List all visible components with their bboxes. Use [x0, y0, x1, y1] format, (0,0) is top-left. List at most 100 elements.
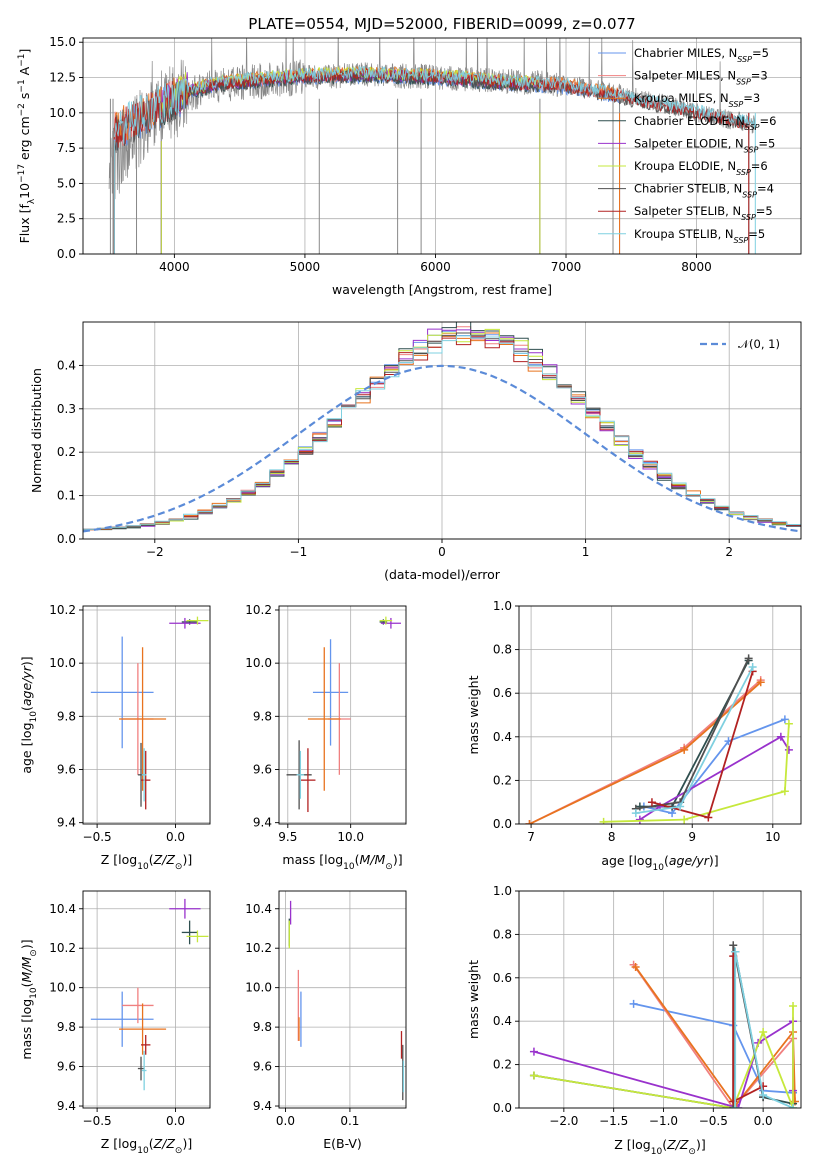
tick-label-y: 1.0 [493, 884, 512, 898]
legend-label-sub: SSP [736, 168, 751, 177]
tick-label-y: 0.6 [493, 686, 512, 700]
legend-label-sub: SSP [745, 122, 760, 131]
tick-label-x: −0.5 [699, 1114, 728, 1128]
tick-label-x: 6000 [420, 260, 451, 274]
hist-kroupa-stelib [83, 335, 801, 530]
legend-label-suffix: =4 [757, 182, 774, 196]
label-part: mass weight [466, 675, 481, 754]
y-axis-label: Normed distribution [29, 368, 44, 493]
panel-age_vs_mass: 9.5 10.0 9.4 9.6 9.8 10.0 10.2 mass [log10(M/M⊙… [245, 603, 407, 872]
point-marker-kroupa-stelib [748, 663, 757, 672]
label-part: ( [664, 853, 669, 868]
label-part: ( [19, 706, 34, 711]
label-part: ( [662, 1137, 667, 1152]
label-part: ( [355, 852, 360, 867]
tick-label-x: 2 [725, 545, 733, 559]
label-part: −17 [17, 164, 27, 183]
axes-frame [518, 605, 802, 825]
tick-label-y: 0.8 [493, 643, 512, 657]
y-axis-label: mass weight [466, 960, 481, 1039]
point-marker-chabrier-elodie [635, 802, 644, 811]
plot-area [525, 654, 793, 824]
label-part: Z/Z [666, 1137, 689, 1152]
label-part: Flux [f [17, 204, 32, 244]
plot-area [286, 616, 401, 813]
label-part: log [324, 852, 343, 867]
tick-label-y: 0.2 [57, 445, 76, 459]
label-part: ⊙ [175, 862, 183, 872]
tick-label-y: 0.2 [493, 773, 512, 787]
label-part: ⊙ [385, 862, 393, 872]
label-part: log [19, 722, 34, 741]
point-marker-kroupa-stelib [789, 1104, 798, 1108]
label-part: ⊙ [175, 1146, 183, 1156]
point-marker-chabrier-stelib [729, 941, 738, 950]
tick-label-y: 0.4 [493, 730, 512, 744]
point-marker-salpeter-elodie [784, 745, 793, 754]
axes-frame [82, 37, 802, 255]
tick-label-x: 9.5 [278, 830, 297, 844]
tick-label-y: 0.0 [493, 817, 512, 831]
label-part: log [632, 1137, 651, 1152]
label-part: 10 [29, 711, 39, 723]
tick-label-x: 1 [582, 545, 590, 559]
label-part: erg cm [17, 116, 32, 164]
point-marker-kroupa-stelib [676, 802, 685, 811]
plot-area [108, 38, 756, 254]
legend-label-text: Salpeter ELODIE, N [634, 136, 744, 150]
label-part: Z [ [614, 1137, 631, 1152]
point-marker-kroupa-elodie [599, 817, 608, 824]
legend-label: 𝒩(0, 1) [738, 337, 780, 351]
legend-label: Kroupa STELIB, NSSP=5 [634, 227, 765, 245]
legend-label-sub: SSP [744, 145, 759, 154]
legend-label-suffix: =5 [758, 136, 775, 150]
tick-label-y: 10.2 [49, 603, 76, 617]
tick-label-x: 8 [608, 830, 616, 844]
tick-label-x: 10.0 [337, 830, 364, 844]
label-part: 10 [17, 183, 32, 199]
point-marker-salpeter-elodie [734, 1104, 743, 1108]
series-line-chabrier-stelib [732, 945, 764, 1108]
label-part: mass weight [466, 960, 481, 1039]
y-axis-label: mass [log10(M/M⊙)] [19, 939, 39, 1059]
panel-massweight_vs_Z: −2.0 −1.5 −1.0 −0.5 0.0 0.0 0.2 0.4 0.6 0.8 1.0 Z [… [466, 884, 802, 1157]
label-part: ] [17, 49, 32, 54]
label-part: 10 [137, 1146, 149, 1156]
tick-label-y: 9.6 [253, 1060, 272, 1074]
panel-residual_hist: −2 −1 0 1 2 0.0 0.1 0.2 0.3 0.4 (data-model)/error… [29, 321, 802, 582]
tick-label-y: 9.8 [253, 1020, 272, 1034]
point-marker-kroupa-elodie [789, 1002, 798, 1011]
legend-label-text: Salpeter STELIB, N [634, 204, 741, 218]
axes-frame [518, 890, 802, 1109]
point-marker-kroupa-miles [756, 678, 765, 687]
legend-label: Chabrier MILES, NSSP=5 [634, 46, 769, 64]
tick-label-x: 0.0 [754, 1114, 773, 1128]
legend-label-text: Salpeter MILES, N [634, 69, 736, 83]
series-line-kroupa-elodie [603, 723, 790, 823]
label-part: )] [696, 1137, 706, 1152]
tick-label-y: 9.8 [57, 709, 76, 723]
axes-frame [82, 890, 211, 1109]
series-line-chabrier-miles [633, 1002, 794, 1094]
point-marker-salpeter-stelib [759, 1082, 768, 1091]
label-part: 10 [651, 1147, 663, 1157]
label-part: Z [ [101, 1136, 118, 1151]
axes-frame [278, 605, 407, 825]
plot-area [83, 322, 801, 533]
label-part: )] [19, 656, 34, 666]
point-marker-kroupa-stelib [631, 809, 640, 818]
legend-label-text: Chabrier MILES, N [634, 46, 737, 60]
tick-label-y: 9.6 [57, 763, 76, 777]
label-part: log [633, 853, 652, 868]
tick-label-y: 10.2 [245, 941, 272, 955]
label-part: ( [149, 1136, 154, 1151]
x-axis-label: age [log10(age/yr)] [601, 853, 718, 873]
label-part: ⊙ [688, 1147, 696, 1157]
tick-label-x: 5000 [290, 260, 321, 274]
point-marker-chabrier-miles [629, 999, 638, 1008]
label-part: Z [ [101, 852, 118, 867]
plot-area [90, 616, 209, 810]
tick-label-x: 7000 [551, 260, 582, 274]
